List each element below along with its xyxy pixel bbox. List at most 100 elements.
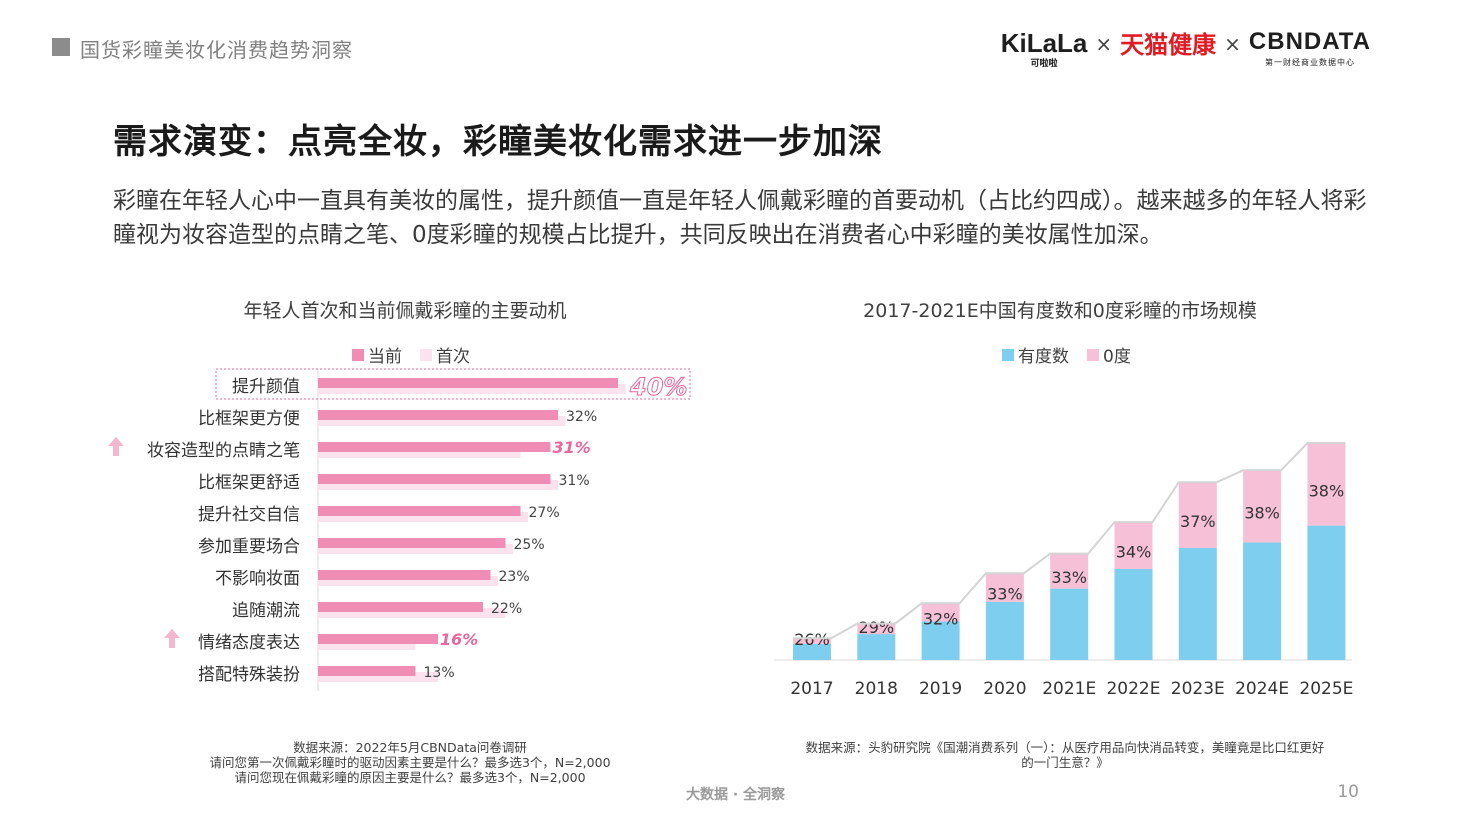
share-label: 32% [923, 609, 959, 628]
bar-degree [793, 643, 831, 660]
share-label: 38% [1244, 503, 1280, 522]
bar-current [318, 378, 618, 388]
bar-degree [1178, 548, 1217, 660]
bar-zero-degree [857, 623, 896, 635]
category-label: 情绪态度表达 [198, 633, 300, 653]
category-label: 不影响妆面 [215, 569, 300, 589]
data-label: 13% [424, 665, 455, 681]
bar-current [318, 570, 491, 580]
bar-zero-degree [921, 603, 960, 622]
page-title: 需求演变：点亮全妆，彩瞳美妆化需求进一步加深 [113, 122, 883, 162]
year-label: 2019 [919, 679, 962, 699]
year-label: 2021E [1042, 679, 1096, 699]
year-label: 2023E [1171, 679, 1225, 699]
logo-separator: × [1095, 32, 1113, 56]
legend-item-zero: 0度 [1087, 342, 1131, 367]
share-label: 29% [859, 618, 895, 637]
bar-current [318, 666, 416, 676]
bar-zero-degree [1243, 470, 1282, 543]
bar-degree [1050, 588, 1089, 660]
up-arrow-icon [164, 629, 180, 648]
footer-tagline: 大数据 · 全洞察 [685, 787, 786, 803]
bar-degree [1307, 525, 1346, 660]
year-label: 2020 [983, 679, 1026, 699]
right-chart-legend: 有度数 0度 [1002, 342, 1131, 367]
bar-first [318, 576, 498, 586]
share-label: 38% [1309, 481, 1345, 500]
bar-first [318, 640, 416, 650]
year-label: 2018 [855, 679, 898, 699]
right-chart-title: 2017-2021E中国有度数和0度彩瞳的市场规模 [863, 300, 1257, 322]
bar-zero-degree [1178, 482, 1217, 548]
page-description: 彩瞳在年轻人心中一直具有美妆的属性，提升颜值一直是年轻人佩戴彩瞳的首要动机（占比… [113, 188, 1367, 248]
category-label: 参加重要场合 [198, 537, 300, 557]
market-size-stacked-chart: 26% 2017 29% 2018 32% 2019 33% 2020 33% 2021E 34% 2… [774, 442, 1353, 699]
category-label: 比框架更舒适 [198, 473, 300, 493]
data-label: 31% [559, 473, 590, 489]
share-label: 34% [1116, 543, 1152, 562]
data-label: 40% [629, 373, 687, 401]
bar-degree [985, 601, 1024, 660]
legend-item-degree: 有度数 [1002, 342, 1069, 367]
trend-line [793, 442, 1346, 640]
right-source-note: 数据来源：头豹研究院《国潮消费系列（一）：从医疗用品向快消品转变，美瞳竟是比口红… [805, 740, 1325, 770]
share-label: 26% [794, 630, 830, 649]
kilala-logo: KiLaLa 可啦啦 [1000, 28, 1088, 68]
bar-current [318, 474, 551, 484]
bar-zero-degree [985, 573, 1024, 602]
bar-first [318, 384, 626, 394]
motivation-bar-chart: 提升颜值 40% 比框架更方便 32% 妆容造型的点睛之笔 31% 比框架更舒适 31% 提升社… [108, 368, 691, 691]
tmall-health-logo: 天猫健康 [1120, 31, 1217, 59]
bar-first [318, 480, 558, 490]
bar-degree [921, 621, 960, 660]
category-label: 提升社交自信 [198, 505, 300, 525]
category-label: 提升颜值 [232, 377, 300, 397]
bar-zero-degree [793, 638, 831, 644]
bar-current [318, 634, 438, 644]
data-label: 27% [529, 505, 560, 521]
bar-current [318, 602, 483, 612]
cbndata-logo: CBNDATA 第一财经商业数据中心 [1248, 28, 1371, 68]
data-label: 25% [514, 537, 545, 553]
bar-first [318, 448, 521, 458]
data-label: 32% [566, 409, 597, 425]
highlight-box [215, 368, 691, 400]
left-source-note: 数据来源：2022年5月CBNData问卷调研 请问您第一次佩戴彩瞳时的驱动因素… [209, 740, 611, 785]
bar-zero-degree [1114, 522, 1153, 569]
logo-separator: × [1224, 32, 1241, 56]
category-label: 比框架更方便 [198, 409, 300, 429]
data-label: 31% [553, 438, 591, 457]
year-label: 2017 [790, 679, 833, 699]
share-label: 33% [987, 585, 1023, 604]
bar-first [318, 544, 513, 554]
bar-first [318, 416, 566, 426]
section-marker [52, 38, 70, 56]
share-label: 37% [1180, 512, 1216, 531]
legend-item-current: 当前 [352, 342, 402, 367]
category-label: 搭配特殊装扮 [198, 665, 300, 685]
category-label: 妆容造型的点睛之笔 [147, 441, 300, 461]
category-label: 追随潮流 [232, 601, 300, 621]
section-title: 国货彩瞳美妆化消费趋势洞察 [80, 38, 353, 62]
bar-current [318, 506, 521, 516]
up-arrow-icon [108, 437, 124, 456]
share-label: 33% [1051, 568, 1087, 587]
bar-first [318, 512, 528, 522]
bar-current [318, 538, 506, 548]
bar-degree [1114, 569, 1153, 660]
partner-logos: KiLaLa 可啦啦 × 天猫健康 × CBNDATA 第一财经商业数据中心 [1001, 30, 1371, 70]
bar-current [318, 442, 551, 452]
year-label: 2024E [1235, 679, 1289, 699]
bar-zero-degree [1050, 553, 1089, 589]
data-label: 16% [440, 630, 478, 649]
bar-degree [1243, 542, 1282, 660]
year-label: 2022E [1106, 679, 1160, 699]
left-chart-title: 年轻人首次和当前佩戴彩瞳的主要动机 [243, 300, 567, 322]
bar-degree [857, 634, 896, 660]
bar-first [318, 672, 438, 682]
bar-zero-degree [1307, 443, 1346, 526]
data-label: 23% [499, 569, 530, 585]
bar-first [318, 608, 506, 618]
legend-item-first: 首次 [420, 342, 470, 367]
left-chart-legend: 当前 首次 [352, 342, 470, 367]
